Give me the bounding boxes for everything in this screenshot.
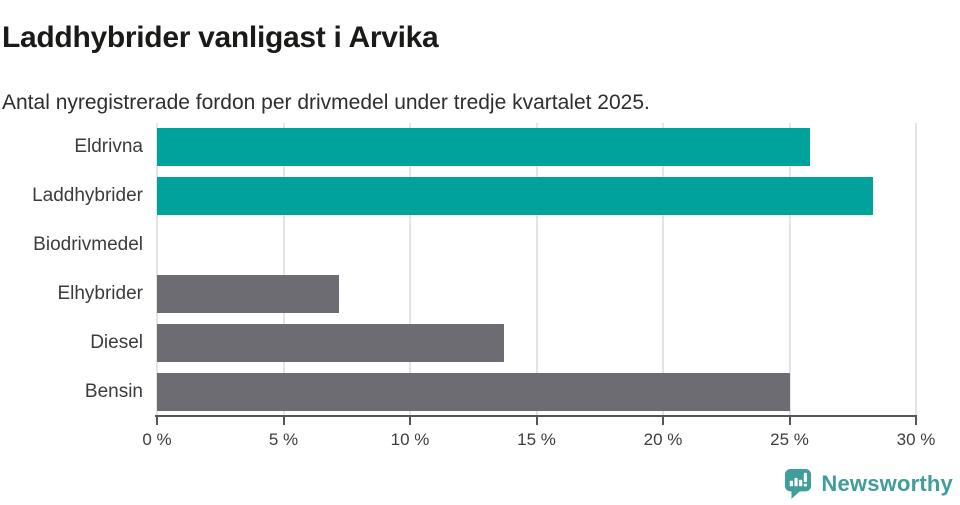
chart-title: Laddhybrider vanligast i Arvika <box>2 21 439 55</box>
category-label: Laddhybrider <box>32 185 143 206</box>
category-label: Bensin <box>84 381 143 402</box>
x-axis-tick-label: 15 % <box>517 430 556 449</box>
x-axis-tick-label: 25 % <box>770 430 809 449</box>
x-axis-tick <box>409 415 411 425</box>
bar-chart-speech-bubble-icon <box>784 468 812 499</box>
gridline <box>282 123 285 416</box>
gridline <box>409 123 411 416</box>
newsworthy-logo: Newsworthy <box>784 468 953 499</box>
x-axis-tick-label: 10 % <box>390 430 430 449</box>
gridline <box>788 123 791 416</box>
bar-laddhybrider <box>157 177 873 215</box>
x-axis-tick-label: 5 % <box>268 430 299 449</box>
x-axis-tick-label: 0 % <box>142 430 172 449</box>
x-axis-tick <box>915 415 917 425</box>
gridline <box>915 123 917 416</box>
bar-eldrivna <box>157 128 810 166</box>
bar-elhybrider <box>157 275 340 313</box>
newsworthy-wordmark: Newsworthy <box>821 470 953 496</box>
bar-diesel <box>157 324 504 362</box>
x-axis-tick <box>662 415 664 425</box>
gridline <box>662 123 664 416</box>
x-axis-tick <box>156 415 158 425</box>
chart-subtitle: Antal nyregistrerade fordon per drivmede… <box>2 91 650 114</box>
category-label: Diesel <box>90 332 143 353</box>
gridline <box>535 123 538 416</box>
x-axis-tick-label: 30 % <box>896 430 936 449</box>
bar-bensin <box>157 373 790 411</box>
x-axis-tick <box>282 415 285 425</box>
category-label: Biodrivmedel <box>33 234 143 255</box>
category-axis: Eldrivna Laddhybrider Biodrivmedel Elhybrid… <box>0 123 143 416</box>
x-axis-tick <box>535 415 538 425</box>
x-axis-tick <box>788 415 791 425</box>
x-axis-tick-label: 20 % <box>643 430 683 449</box>
gridline <box>156 123 158 416</box>
category-label: Elhybrider <box>57 283 143 304</box>
category-label: Eldrivna <box>74 136 143 157</box>
plot-area: 0 % 5 % 10 % 15 % 20 % 25 % 30 % <box>142 123 935 449</box>
